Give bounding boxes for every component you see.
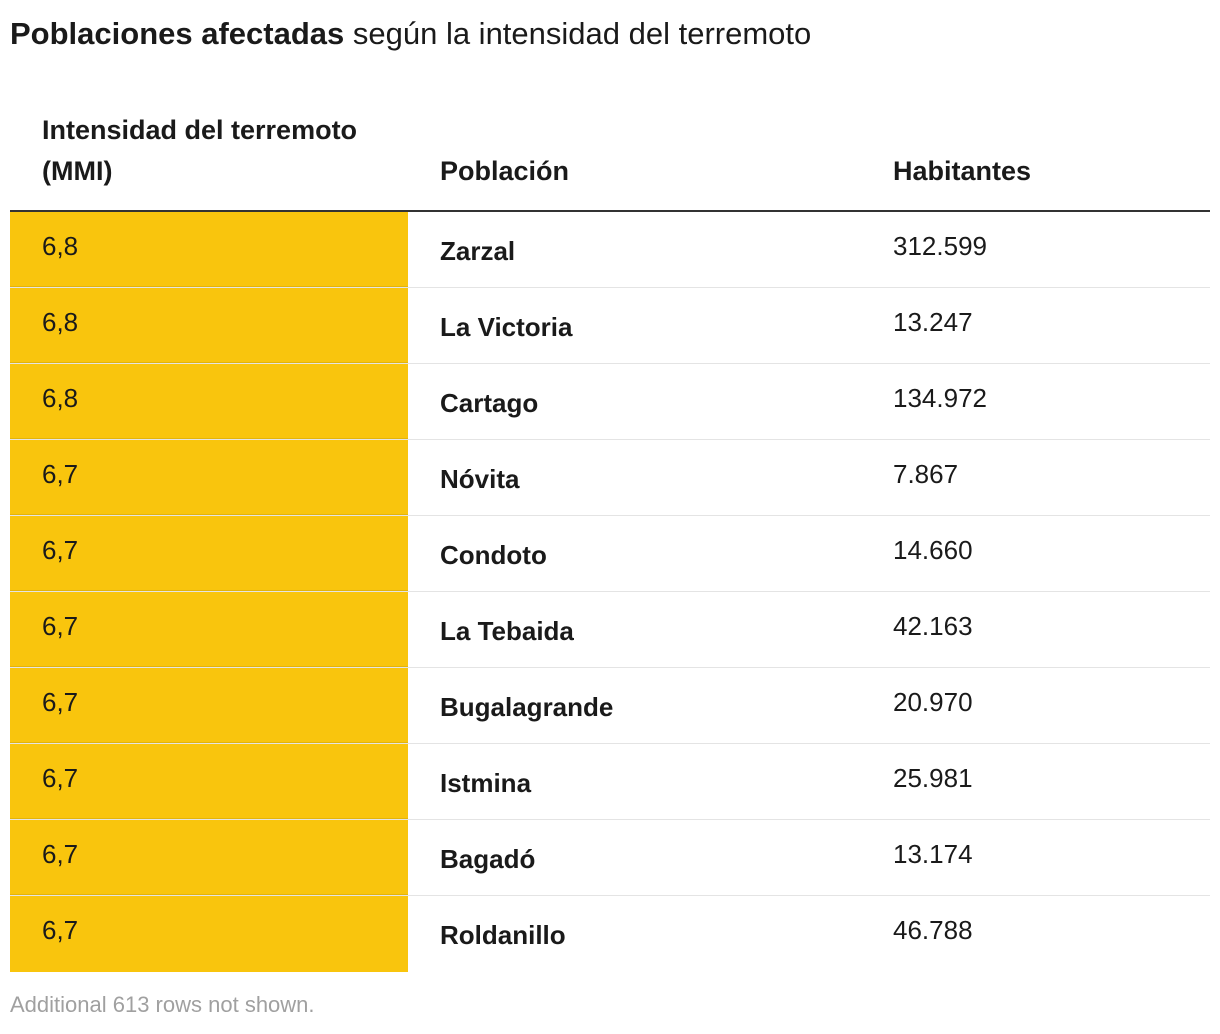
intensity-cell: 6,7: [10, 668, 408, 743]
poblacion-cell: Condoto: [440, 540, 547, 570]
habitantes-cell: 13.247: [893, 307, 973, 337]
habitantes-cell: 25.981: [893, 763, 973, 793]
habitantes-cell: 7.867: [893, 459, 959, 489]
poblacion-cell: La Tebaida: [440, 616, 574, 646]
poblacion-cell: Bugalagrande: [440, 692, 614, 722]
intensity-cell: 6,7: [10, 820, 408, 895]
data-table: Intensidad del terremoto (MMI) Población…: [10, 108, 1210, 972]
table-row: 6,7 La Tebaida 42.163: [10, 592, 1210, 668]
habitantes-cell: 134.972: [893, 383, 987, 413]
poblacion-cell: Nóvita: [440, 464, 520, 494]
intensity-cell: 6,7: [10, 744, 408, 819]
table-row: 6,8 La Victoria 13.247: [10, 288, 1210, 364]
table-row: 6,7 Roldanillo 46.788: [10, 896, 1210, 972]
poblacion-cell: Cartago: [440, 388, 539, 418]
habitantes-cell: 46.788: [893, 915, 973, 945]
title-rest: según la intensidad del terremoto: [344, 16, 812, 51]
header-habitantes: Habitantes: [893, 156, 1032, 186]
poblacion-cell: Bagadó: [440, 844, 536, 874]
intensity-cell: 6,8: [10, 364, 408, 439]
habitantes-cell: 42.163: [893, 611, 973, 641]
habitantes-cell: 13.174: [893, 839, 973, 869]
intensity-cell: 6,7: [10, 440, 408, 515]
habitantes-cell: 20.970: [893, 687, 973, 717]
intensity-cell: 6,7: [10, 592, 408, 667]
table-row: 6,8 Cartago 134.972: [10, 364, 1210, 440]
table-row: 6,7 Bagadó 13.174: [10, 820, 1210, 896]
table-body: 6,8 Zarzal 312.599 6,8 La Victoria 13.247 6,8 C…: [10, 212, 1210, 972]
intensity-cell: 6,8: [10, 288, 408, 363]
header-intensidad: Intensidad del terremoto (MMI): [42, 115, 358, 186]
header-poblacion: Población: [440, 156, 570, 186]
table-row: 6,7 Condoto 14.660: [10, 516, 1210, 592]
habitantes-cell: 312.599: [893, 231, 987, 261]
title-strong: Poblaciones afectadas: [10, 16, 345, 51]
intensity-cell: 6,8: [10, 212, 408, 287]
habitantes-cell: 14.660: [893, 535, 973, 565]
poblacion-cell: Istmina: [440, 768, 532, 798]
chart-title: Poblaciones afectadas según la intensida…: [10, 14, 811, 54]
table-row: 6,8 Zarzal 312.599: [10, 212, 1210, 288]
table-header: Intensidad del terremoto (MMI) Población…: [10, 108, 1210, 212]
table-row: 6,7 Bugalagrande 20.970: [10, 668, 1210, 744]
table-row: 6,7 Nóvita 7.867: [10, 440, 1210, 516]
poblacion-cell: Roldanillo: [440, 920, 566, 950]
poblacion-cell: La Victoria: [440, 312, 573, 342]
table-row: 6,7 Istmina 25.981: [10, 744, 1210, 820]
intensity-cell: 6,7: [10, 896, 408, 972]
intensity-cell: 6,7: [10, 516, 408, 591]
poblacion-cell: Zarzal: [440, 236, 516, 266]
footnote: Additional 613 rows not shown.: [10, 992, 315, 1017]
